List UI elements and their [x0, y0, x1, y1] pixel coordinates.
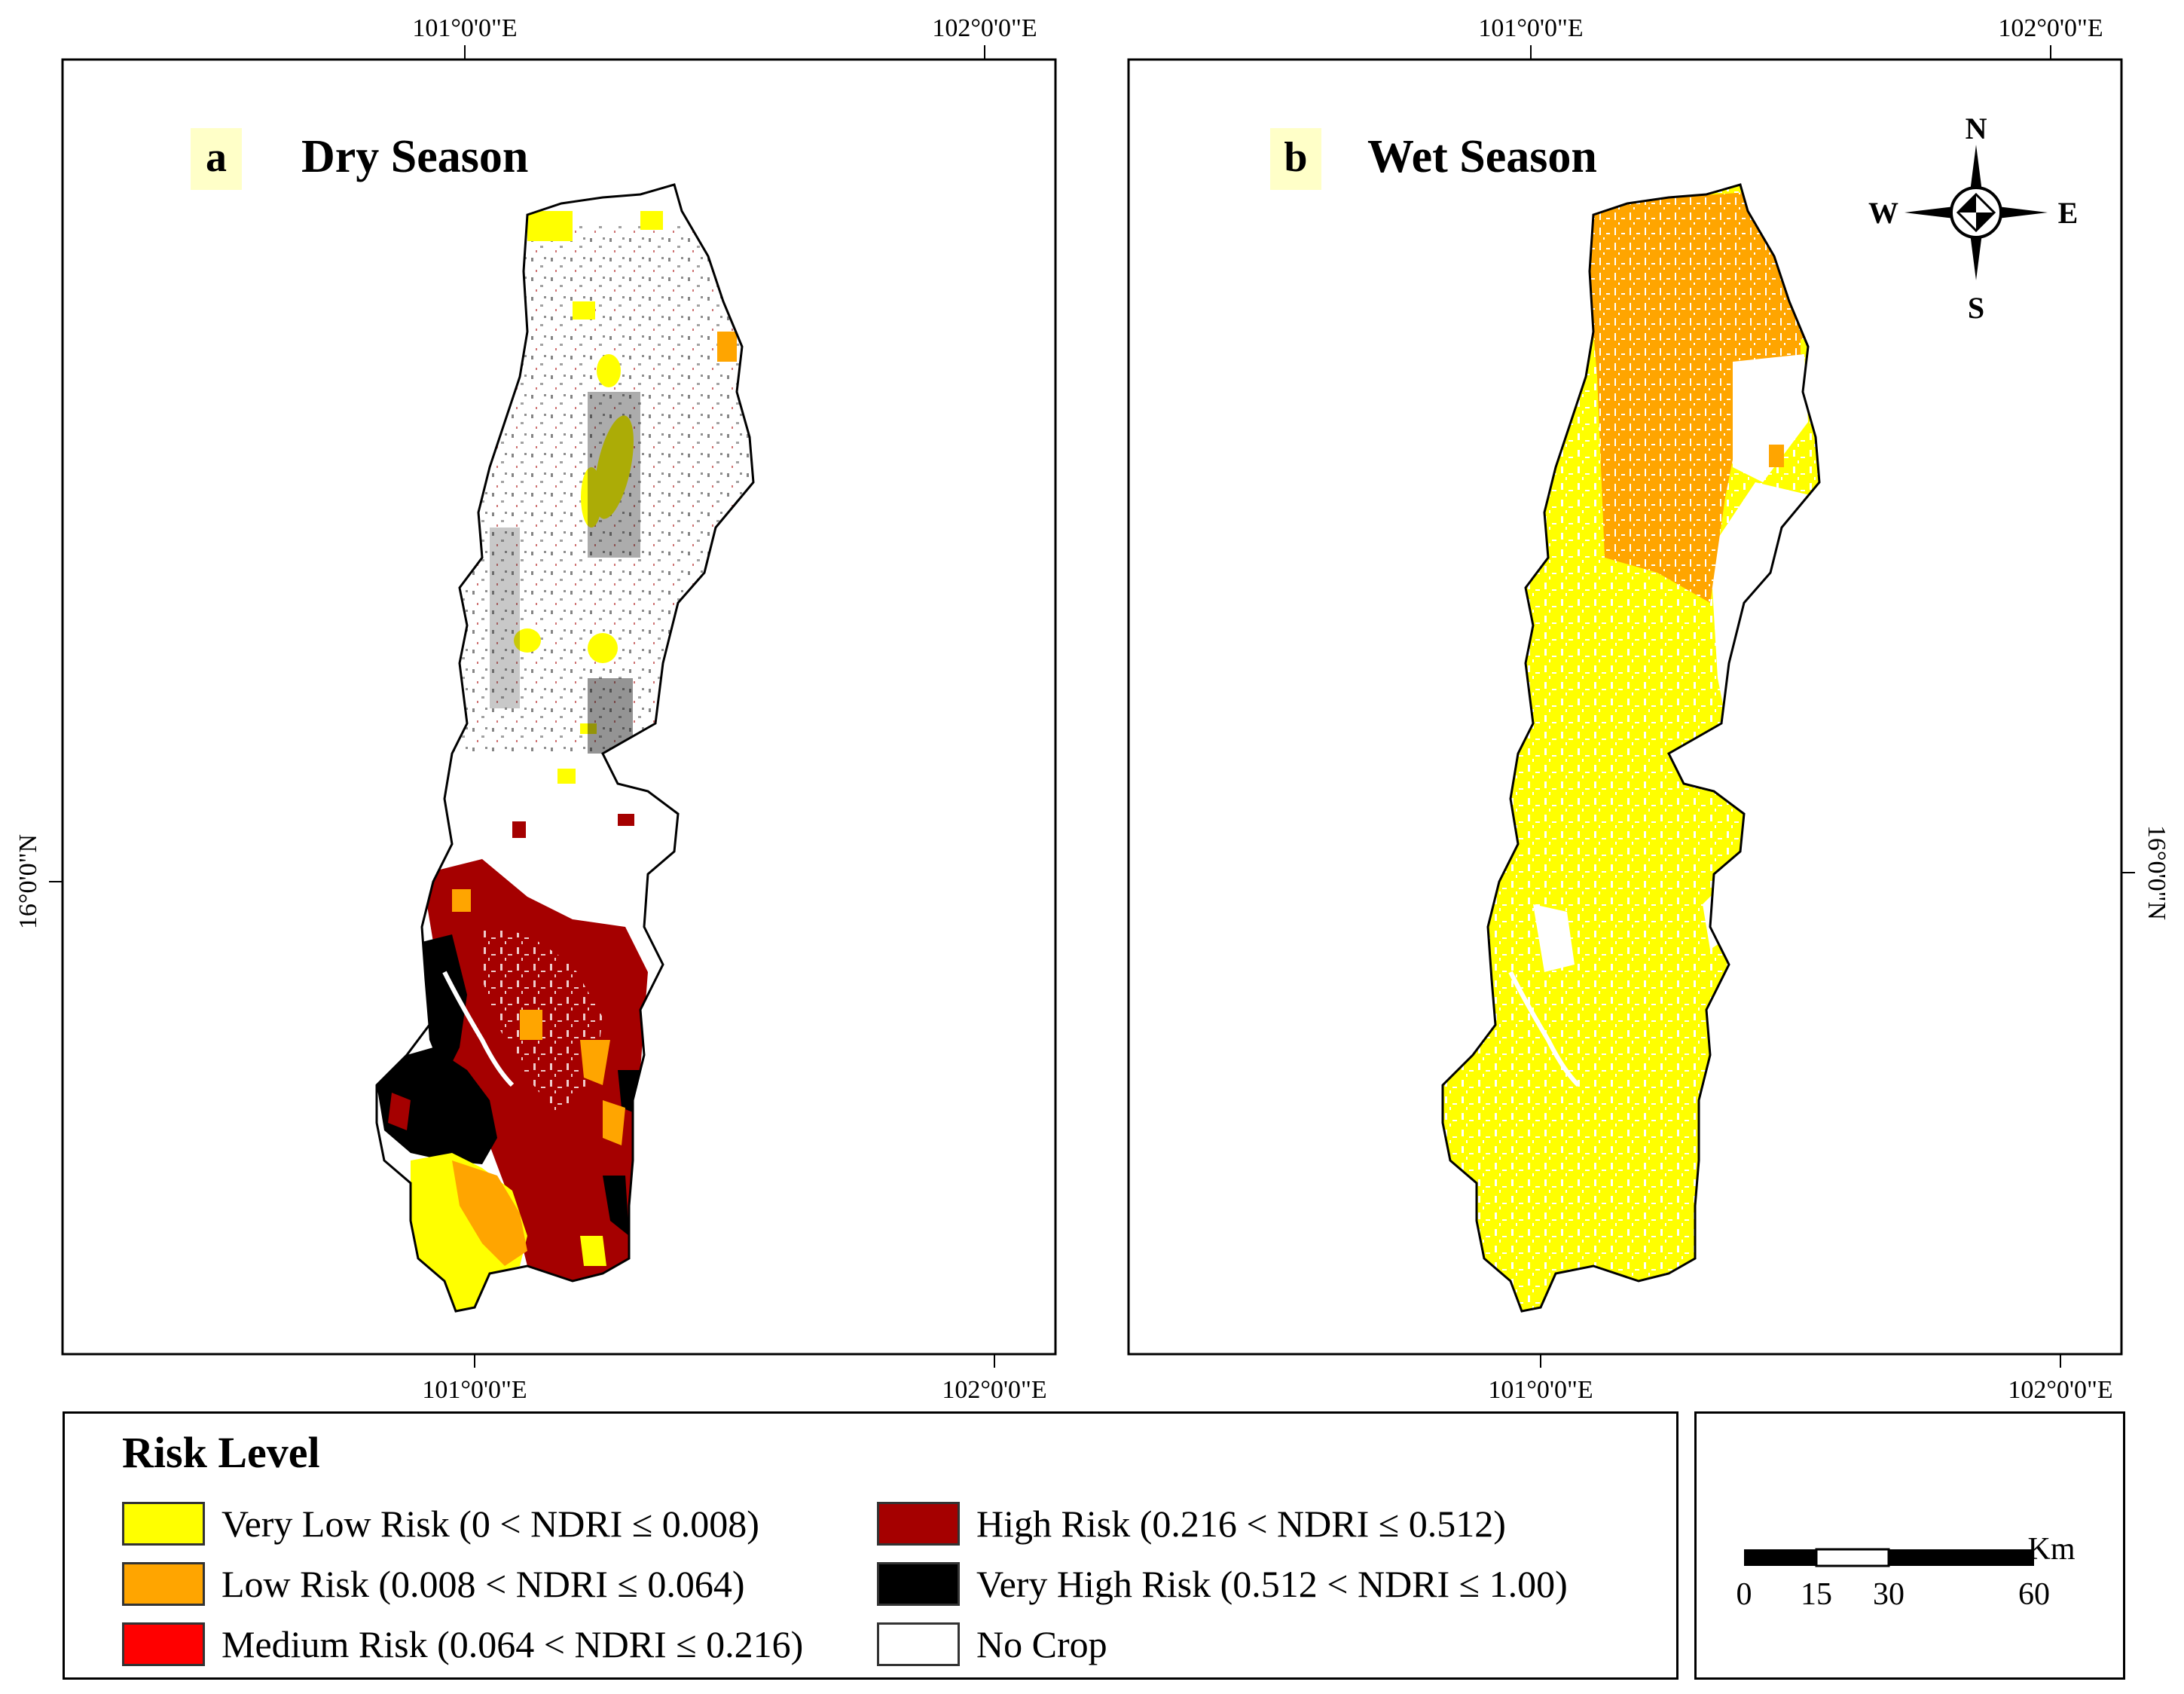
map-title: Dry Season [301, 131, 528, 182]
compass-e: E [2058, 196, 2079, 230]
graticule-label-bottom-2: 102°0'0"E [942, 1376, 1046, 1402]
graticule-label-bottom-1: 101°0'0"E [422, 1376, 527, 1402]
graticule-label-top-1: 101°0'0"E [412, 14, 517, 42]
graticule-label-top-2: 102°0'0"E [932, 14, 1037, 42]
map-wet-season: 101°0'0"E 102°0'0"E 101°0'0"E 102°0'0"E … [1127, 14, 2170, 1402]
legend-swatch [877, 1622, 960, 1666]
scale-unit: Km [2028, 1532, 2076, 1567]
panel-letter: b [1284, 134, 1307, 181]
legend-swatch [122, 1562, 205, 1606]
legend-swatch [122, 1502, 205, 1546]
panel-letter-box [1270, 128, 1321, 190]
legend-label: Medium Risk (0.064 < NDRI ≤ 0.216) [221, 1623, 804, 1665]
legend-label: High Risk (0.216 < NDRI ≤ 0.512) [976, 1503, 1506, 1545]
graticule-label-bottom-2: 102°0'0"E [2008, 1376, 2112, 1402]
legend-item-medium-risk: Medium Risk (0.064 < NDRI ≤ 0.216) [122, 1620, 803, 1668]
maps-figure: 101°0'0"E 102°0'0"E 101°0'0"E 102°0'0"E … [14, 14, 2170, 1402]
legend-label: Low Risk (0.008 < NDRI ≤ 0.064) [221, 1563, 745, 1605]
scale-tick-60: 60 [2018, 1577, 2050, 1612]
compass-n: N [1966, 112, 1987, 145]
scale-segment-30-60 [1889, 1549, 2034, 1566]
scale-bar-panel: Km 0 15 30 60 [1694, 1411, 2125, 1680]
legend-item-very-high-risk: Very High Risk (0.512 < NDRI ≤ 1.00) [877, 1560, 1568, 1608]
scale-tick-0: 0 [1737, 1577, 1752, 1612]
map-dry-season: 101°0'0"E 102°0'0"E 101°0'0"E 102°0'0"E … [14, 14, 1057, 1402]
panel-letter: a [206, 134, 227, 181]
graticule-label-left: 16°0'0"N [14, 834, 42, 929]
scale-tick-30: 30 [1873, 1577, 1905, 1612]
scale-segment-15-30 [1815, 1548, 1890, 1567]
graticule-label-top-2: 102°0'0"E [1998, 14, 2103, 42]
legend-swatch [877, 1562, 960, 1606]
legend-label: No Crop [976, 1623, 1107, 1665]
legend: Risk Level Very Low Risk (0 < NDRI ≤ 0.0… [63, 1411, 1678, 1680]
legend-label: Very High Risk (0.512 < NDRI ≤ 1.00) [976, 1563, 1568, 1605]
graticule-label-right: 16°0'0"N [2143, 825, 2170, 920]
panel-letter-box [191, 128, 242, 190]
legend-swatch [877, 1502, 960, 1546]
scale-bar: Km 0 15 30 60 [1737, 1532, 2076, 1612]
north-arrow-icon: N S W E [1868, 112, 2078, 325]
compass-w: W [1868, 196, 1898, 230]
legend-item-low-risk: Low Risk (0.008 < NDRI ≤ 0.064) [122, 1560, 745, 1608]
legend-title: Risk Level [122, 1428, 320, 1477]
scale-segment-0-15 [1744, 1549, 1816, 1566]
compass-s: S [1968, 291, 1984, 325]
legend-item-very-low-risk: Very Low Risk (0 < NDRI ≤ 0.008) [122, 1500, 759, 1548]
legend-item-no-crop: No Crop [877, 1620, 1107, 1668]
map-title: Wet Season [1367, 131, 1597, 182]
graticule-label-top-1: 101°0'0"E [1478, 14, 1583, 42]
legend-label: Very Low Risk (0 < NDRI ≤ 0.008) [221, 1503, 759, 1545]
graticule-label-bottom-1: 101°0'0"E [1488, 1376, 1593, 1402]
legend-item-high-risk: High Risk (0.216 < NDRI ≤ 0.512) [877, 1500, 1506, 1548]
legend-swatch [122, 1622, 205, 1666]
scale-tick-15: 15 [1801, 1577, 1832, 1612]
